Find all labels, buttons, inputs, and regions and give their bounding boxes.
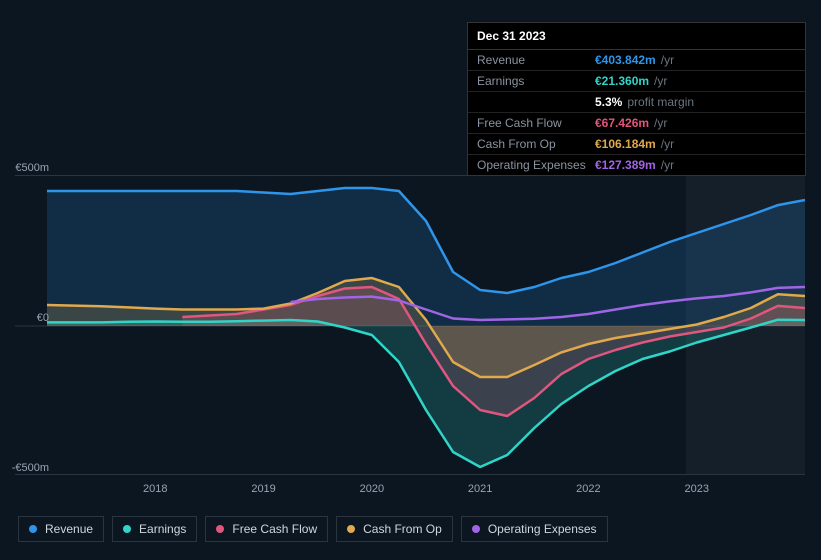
legend-label: Earnings [139, 522, 186, 536]
tooltip-row: Operating Expenses€127.389m/yr [468, 155, 805, 175]
legend-item-fcf[interactable]: Free Cash Flow [205, 516, 328, 542]
x-axis-label: 2018 [143, 483, 167, 495]
tooltip-date: Dec 31 2023 [468, 23, 805, 50]
x-axis-label: 2020 [360, 483, 384, 495]
tooltip-row-label: Operating Expenses [477, 158, 595, 172]
chart-legend: Revenue Earnings Free Cash Flow Cash From O… [18, 516, 608, 542]
tooltip-row-suffix: profit margin [627, 95, 694, 109]
tooltip-row: Free Cash Flow€67.426m/yr [468, 113, 805, 134]
tooltip-row: Cash From Op€106.184m/yr [468, 134, 805, 155]
tooltip-row-suffix: /yr [654, 74, 667, 88]
x-axis-label: 2023 [684, 483, 708, 495]
tooltip-row-label [477, 95, 595, 109]
tooltip-row-label: Revenue [477, 53, 595, 67]
chart-plot-area[interactable] [15, 175, 805, 475]
x-axis-label: 2019 [251, 483, 275, 495]
tooltip-row-suffix: /yr [654, 116, 667, 130]
x-axis-label: 2021 [468, 483, 492, 495]
tooltip-row-label: Free Cash Flow [477, 116, 595, 130]
tooltip-row: 5.3% profit margin [468, 92, 805, 113]
tooltip-row-suffix: /yr [661, 53, 674, 67]
legend-dot [29, 525, 37, 533]
tooltip-row-suffix: /yr [661, 137, 674, 151]
legend-item-cfo[interactable]: Cash From Op [336, 516, 453, 542]
tooltip-row-value: €106.184m [595, 137, 656, 151]
tooltip-row-label: Cash From Op [477, 137, 595, 151]
legend-label: Cash From Op [363, 522, 442, 536]
tooltip-row-value: €21.360m [595, 74, 649, 88]
tooltip-row-suffix: /yr [661, 158, 674, 172]
legend-label: Free Cash Flow [232, 522, 317, 536]
tooltip-row-label: Earnings [477, 74, 595, 88]
legend-label: Operating Expenses [488, 522, 597, 536]
tooltip-row-value: €67.426m [595, 116, 649, 130]
legend-dot [347, 525, 355, 533]
legend-item-opex[interactable]: Operating Expenses [461, 516, 608, 542]
chart-tooltip: Dec 31 2023 Revenue€403.842m/yrEarnings€… [467, 22, 806, 176]
tooltip-row-value: 5.3% [595, 95, 622, 109]
x-axis-label: 2022 [576, 483, 600, 495]
legend-item-earnings[interactable]: Earnings [112, 516, 197, 542]
tooltip-row-value: €127.389m [595, 158, 656, 172]
tooltip-row-value: €403.842m [595, 53, 656, 67]
legend-dot [216, 525, 224, 533]
tooltip-row: Earnings€21.360m/yr [468, 71, 805, 92]
legend-label: Revenue [45, 522, 93, 536]
legend-dot [123, 525, 131, 533]
tooltip-row: Revenue€403.842m/yr [468, 50, 805, 71]
legend-item-revenue[interactable]: Revenue [18, 516, 104, 542]
y-axis-label: €500m [15, 162, 49, 174]
legend-dot [472, 525, 480, 533]
